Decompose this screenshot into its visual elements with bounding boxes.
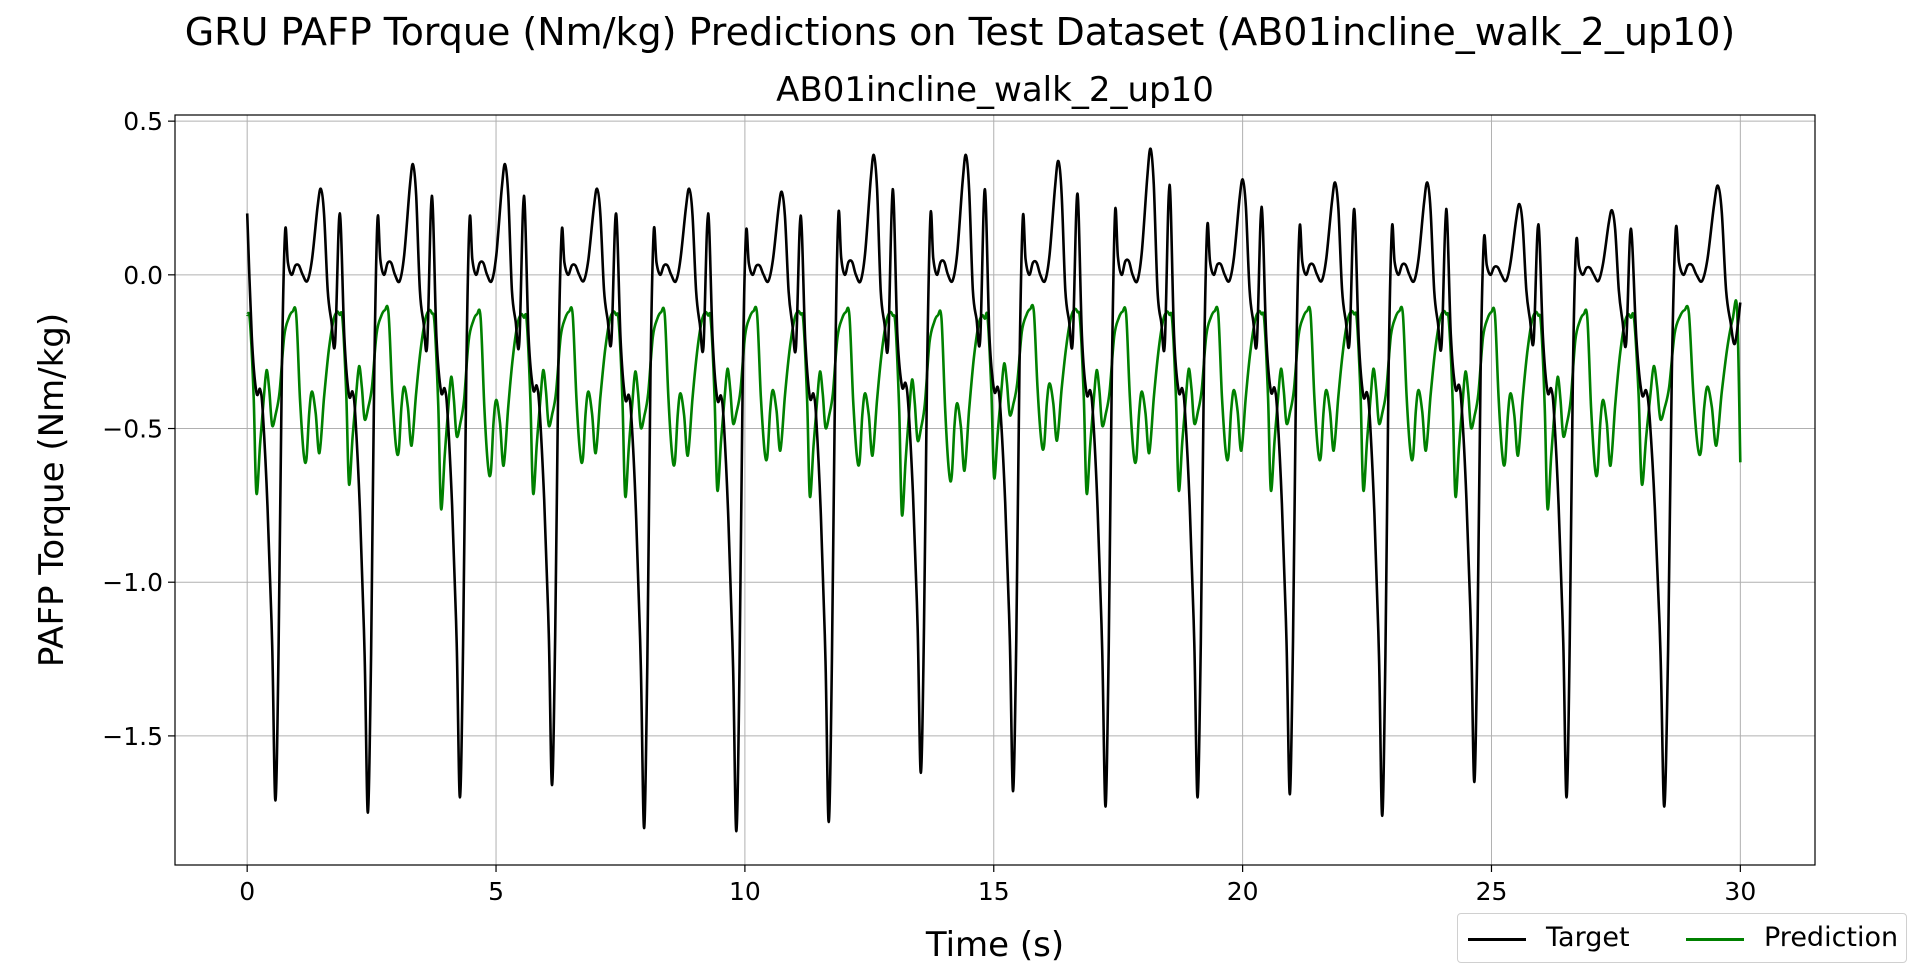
x-tick-label: 0 (239, 877, 255, 906)
legend-line-prediction (1686, 938, 1744, 941)
y-axis-label: PAFP Torque (Nm/kg) (32, 312, 72, 668)
y-tick-label: −0.5 (102, 415, 163, 444)
y-tick-label: 0.0 (123, 261, 163, 290)
x-tick-label: 5 (488, 877, 504, 906)
legend-label-target: Target (1546, 922, 1630, 953)
plot-frame (174, 114, 1816, 866)
series-line-target (245, 147, 1742, 833)
series-layer (245, 147, 1742, 833)
x-tick-label: 15 (978, 877, 1010, 906)
y-tick-label: −1.0 (102, 568, 163, 597)
x-tick-label: 20 (1227, 877, 1259, 906)
chart-subtitle: AB01incline_walk_2_up10 (776, 70, 1214, 110)
x-tick-label: 30 (1724, 877, 1756, 906)
legend: Target Prediction (1457, 913, 1907, 963)
chart-title: GRU PAFP Torque (Nm/kg) Predictions on T… (184, 10, 1736, 54)
x-axis-label: Time (s) (925, 925, 1065, 965)
y-tick-label: 0.5 (123, 107, 163, 136)
legend-line-target (1468, 938, 1526, 941)
legend-label-prediction: Prediction (1764, 922, 1899, 953)
x-tick-label: 25 (1476, 877, 1508, 906)
tick-layer: 0 5 10 15 20 25 30 0.5 0.0 −0.5 −1.0 −1.5 (102, 107, 1756, 906)
x-tick-label: 10 (729, 877, 761, 906)
series-line-prediction (245, 299, 1742, 517)
y-tick-label: −1.5 (102, 722, 163, 751)
